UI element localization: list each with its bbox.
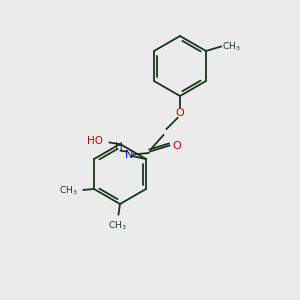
Text: CH$_3$: CH$_3$ <box>108 219 126 232</box>
Text: O: O <box>172 140 181 151</box>
Text: HO: HO <box>88 136 103 146</box>
Text: CH$_3$: CH$_3$ <box>59 184 77 197</box>
Text: N: N <box>125 149 133 160</box>
Text: CH$_3$: CH$_3$ <box>223 40 241 53</box>
Text: H: H <box>115 142 122 152</box>
Text: O: O <box>176 107 184 118</box>
